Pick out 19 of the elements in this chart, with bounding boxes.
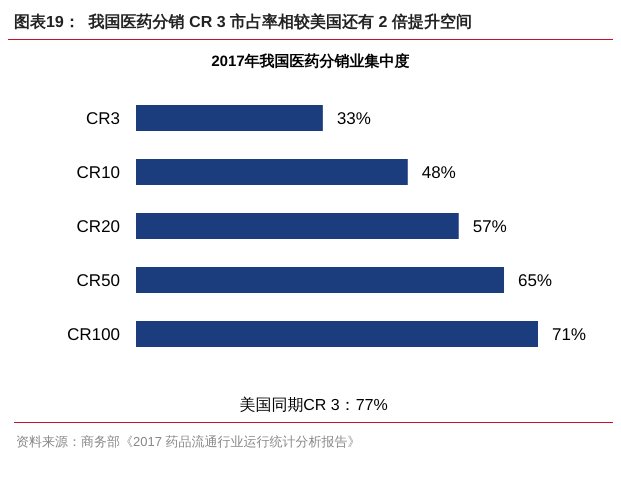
y-tick-label: CR20 [76, 217, 120, 236]
y-tick-label: CR10 [76, 163, 120, 182]
bar [136, 159, 408, 185]
data-label: 57% [472, 217, 507, 236]
bar [136, 105, 323, 131]
y-tick-label: CR100 [67, 325, 120, 344]
y-tick-label: CR50 [76, 271, 120, 290]
text: 美国同期CR 3：77% [14, 395, 613, 423]
y-tick-label: CR3 [86, 109, 120, 128]
data-label: 48% [422, 163, 456, 182]
data-label: 71% [552, 325, 586, 344]
bar [136, 213, 459, 239]
bar [136, 321, 538, 347]
bar [136, 267, 504, 293]
data-label: 33% [336, 109, 371, 128]
data-label: 65% [518, 271, 552, 290]
chart-subtitle: 2017年我国医药分销业集中度 [210, 52, 411, 71]
chart-title: 图表19： 我国医药分销 CR 3 市占率相较美国还有 2 倍提升空间 [8, 8, 613, 40]
text: 资料来源：商务部《2017 药品流通行业运行统计分析报告》 [15, 433, 362, 451]
